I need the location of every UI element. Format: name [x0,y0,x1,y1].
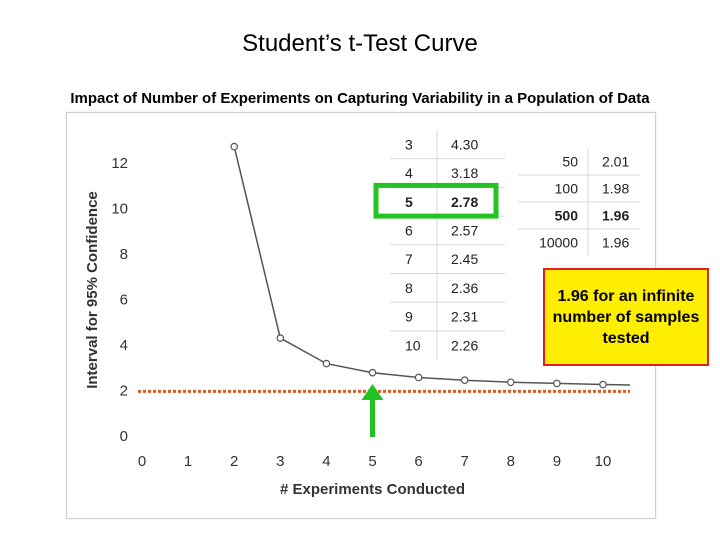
series-group [230,142,631,389]
x-tick-label: 0 [138,453,146,470]
y-tick-label: 10 [111,200,128,217]
x-tick-label: 10 [595,453,612,470]
data-point [322,359,331,368]
y-axis-title: Interval for 95% Confidence [84,191,101,389]
data-point [368,368,377,377]
slide-title: Student’s t-Test Curve [242,30,478,57]
table2-t-cell: 1.98 [602,181,629,197]
table-large-samples: 50 2.01 100 1.98 500 1.96 10000 1.96 [518,148,640,256]
x-tick-label: 6 [414,453,422,470]
table1-t-cell: 2.57 [451,222,478,238]
data-point [553,379,561,388]
infinite-samples-callout: 1.96 for an infinite number of samples t… [543,268,709,366]
x-tick-label: 4 [322,453,330,470]
slide-subtitle: Impact of Number of Experiments on Captu… [70,90,650,107]
table1-n-cell: 8 [405,280,413,296]
y-tick-label: 0 [120,428,128,445]
table2-t-cell: 2.01 [602,154,629,170]
x-tick-label: 9 [553,453,561,470]
table-small-samples: 3 4.30 4 3.18 5 2.78 6 2.57 7 2.45 8 2.36 9 2.31 10 2.2… [373,130,505,360]
table1-t-cell: 2.45 [451,251,478,267]
y-tick-label: 12 [111,155,128,172]
table2-n-cell: 500 [555,208,579,224]
table1-t-cell: 2.36 [451,280,478,296]
y-tick-label: 8 [120,246,128,263]
x-tick-labels: 0 1 2 3 4 5 6 7 8 9 10 [138,453,612,470]
x-tick-label: 7 [461,453,469,470]
table1-t-cell: 3.18 [451,165,478,181]
y-tick-label: 4 [120,337,128,354]
data-point [230,142,239,151]
table1-highlight-box [373,182,499,219]
x-tick-label: 5 [368,453,376,470]
table2-n-cell: 50 [562,154,578,170]
x-tick-label: 1 [184,453,192,470]
x-tick-label: 2 [230,453,238,470]
x-axis-title: # Experiments Conducted [280,481,465,498]
data-point [414,373,423,382]
data-point [276,334,285,342]
table1-t-cell: 2.26 [451,337,478,353]
y-tick-label: 6 [120,291,128,308]
table1-n-cell: 7 [405,251,413,267]
table2-n-cell: 100 [555,181,579,197]
data-point [506,378,515,387]
table1-t-cell: 4.30 [451,136,478,152]
data-point [460,376,469,385]
highlight-arrow-group [361,384,384,437]
table1-n-cell: 6 [405,222,413,238]
table2-t-cell: 1.96 [602,208,629,224]
x-tick-label: 3 [276,453,284,470]
series-line [233,146,631,386]
table1-t-cell: 2.31 [451,309,478,325]
highlight-arrow-head [361,384,384,400]
table1-n-cell: 5 [405,194,413,210]
table1-t-cell: 2.78 [451,194,478,210]
y-tick-labels: 0 2 4 6 8 10 12 [111,155,128,445]
table1-n-cell: 4 [405,165,413,181]
table1-n-cell: 3 [405,136,413,152]
x-tick-label: 8 [507,453,515,470]
table1-n-cell: 9 [405,309,413,325]
table2-t-cell: 1.96 [602,235,629,251]
data-point [599,380,607,389]
table1-n-cell: 10 [405,337,421,353]
y-tick-label: 2 [120,382,128,399]
table2-n-cell: 10000 [539,235,578,251]
